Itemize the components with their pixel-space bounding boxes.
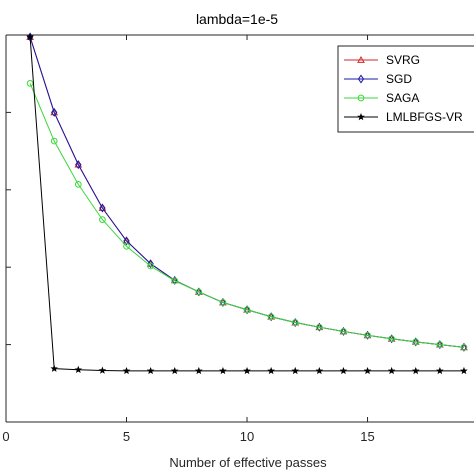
legend-entry: SAGA: [344, 91, 419, 105]
x-axis-label: Number of effective passes: [169, 455, 327, 470]
data-point: [26, 80, 34, 87]
data-point: [436, 366, 444, 375]
series-group: [26, 32, 468, 375]
data-point: [26, 32, 34, 41]
data-point: [75, 160, 82, 170]
data-point: [50, 364, 58, 372]
chart-title: lambda=1e-5: [196, 11, 278, 27]
data-point: [74, 365, 83, 373]
x-tick-label: 10: [240, 429, 254, 444]
legend-marker: [357, 94, 365, 102]
data-point: [99, 216, 106, 223]
data-point: [340, 328, 347, 335]
data-point: [411, 366, 420, 375]
axes: 0 5 10 15: [2, 34, 474, 444]
data-point: [147, 262, 154, 270]
data-point: [460, 343, 468, 351]
data-point: [123, 236, 130, 246]
data-point: [436, 340, 444, 350]
data-point: [219, 299, 227, 306]
data-point: [291, 366, 300, 375]
legend-entry: LMLBFGS-VR: [344, 110, 463, 124]
data-point: [74, 160, 83, 168]
legend-label: LMLBFGS-VR: [386, 110, 463, 124]
data-point: [267, 312, 275, 322]
legend-marker: [357, 74, 365, 84]
data-point: [315, 366, 324, 375]
x-tick-label: 15: [360, 429, 374, 444]
data-point: [339, 366, 348, 375]
data-point: [315, 323, 323, 331]
data-point: [243, 366, 251, 375]
legend-label: SGD: [386, 72, 412, 86]
data-point: [364, 330, 371, 340]
legend-entry: SVRG: [344, 53, 420, 67]
legend-marker: [357, 113, 365, 121]
legend-marker: [357, 55, 365, 63]
data-point: [292, 318, 299, 328]
data-point: [412, 338, 420, 346]
data-point: [364, 331, 371, 339]
data-point: [460, 366, 468, 375]
data-point: [122, 366, 131, 375]
series-saga: [26, 80, 468, 351]
data-point: [51, 107, 58, 117]
data-point: [50, 108, 59, 116]
data-point: [412, 337, 419, 347]
data-point: [195, 288, 203, 296]
legend: SVRG SGD SAGA LMLBFGS-VR: [337, 45, 474, 133]
series-lmlbfgs-vr: [26, 32, 468, 375]
series-line: [29, 83, 465, 348]
data-point: [147, 259, 154, 269]
legend-label: SAGA: [386, 91, 419, 105]
x-tick-label: 5: [123, 429, 130, 444]
data-point: [195, 366, 203, 375]
data-point: [99, 203, 106, 213]
data-point: [388, 335, 395, 343]
data-point: [171, 277, 179, 285]
data-point: [219, 366, 227, 375]
legend-entry: SGD: [344, 72, 412, 86]
data-point: [316, 322, 323, 332]
data-point: [267, 313, 275, 321]
data-point: [363, 366, 372, 375]
data-point: [146, 366, 155, 375]
legend-label: SVRG: [386, 53, 420, 67]
data-point: [267, 366, 275, 375]
data-point: [460, 342, 468, 352]
data-point: [123, 242, 130, 250]
data-point: [98, 203, 107, 211]
data-point: [436, 341, 444, 348]
data-point: [387, 366, 396, 375]
data-point: [340, 326, 347, 336]
data-point: [74, 181, 82, 188]
data-point: [388, 334, 395, 344]
data-point: [243, 305, 251, 315]
data-point: [170, 366, 179, 375]
data-point: [243, 306, 251, 314]
data-point: [291, 319, 299, 326]
data-point: [50, 137, 58, 145]
x-tick-label: 0: [2, 429, 9, 444]
data-point: [98, 366, 107, 374]
